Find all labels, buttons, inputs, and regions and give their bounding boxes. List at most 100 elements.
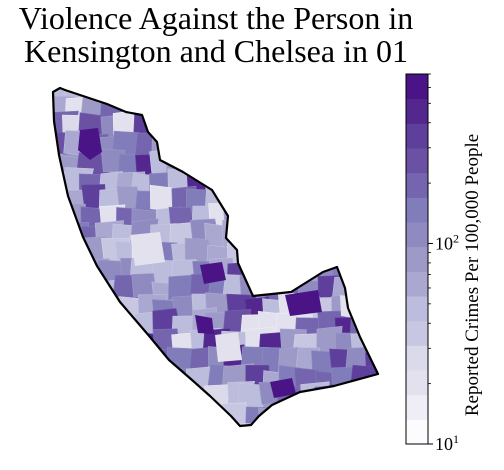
ward-cell: [155, 401, 182, 426]
ward-cell: [276, 93, 304, 122]
ward-cell: [368, 153, 378, 181]
choropleth-map: [51, 86, 380, 428]
ward-cell: [261, 88, 287, 102]
ward-cell: [366, 277, 378, 305]
ward-cell: [57, 280, 82, 311]
colorbar-segment: [406, 222, 428, 248]
ward-cell: [65, 310, 91, 336]
ward-cell: [367, 406, 378, 426]
ward-cell: [62, 243, 89, 269]
ward-cell: [119, 388, 144, 413]
ward-cell: [132, 387, 164, 412]
ward-cell: [333, 204, 358, 231]
ward-cell-high: [195, 315, 214, 334]
ward-cell: [353, 424, 378, 426]
ward-cell: [53, 330, 69, 358]
ward-cell: [170, 95, 197, 126]
ward-cell: [131, 421, 160, 426]
ward-cell: [206, 88, 232, 107]
ward-cell: [294, 421, 322, 426]
ward-cell: [225, 185, 250, 212]
ward-cell: [365, 184, 378, 214]
ward-cell: [134, 363, 158, 392]
ward-cell: [367, 88, 378, 103]
ward-cell: [334, 133, 360, 158]
ward-cell: [53, 242, 70, 276]
ward-cell: [208, 152, 234, 183]
ward-cell: [317, 217, 342, 250]
ward-cell: [279, 88, 311, 106]
ward-cell: [236, 88, 264, 103]
colorbar-segment: [406, 74, 428, 100]
ward-cell: [333, 238, 361, 266]
ward-cell: [205, 118, 235, 146]
ward-cell: [97, 423, 130, 426]
ward-cell: [367, 220, 378, 247]
ward-cell: [260, 222, 291, 251]
colorbar: 101 102: [405, 73, 459, 454]
ward-cell: [367, 387, 378, 413]
ward-cell: [154, 384, 181, 408]
ward-cell: [53, 203, 68, 233]
ward-cell: [171, 421, 198, 426]
ward-cell: [296, 402, 325, 426]
colorbar-segment: [406, 320, 428, 346]
ward-cell: [208, 133, 235, 160]
ward-cell: [300, 381, 330, 408]
ward-cell: [317, 419, 343, 426]
ward-cell: [368, 368, 378, 395]
ward-cell: [81, 383, 109, 410]
ward-cell: [349, 404, 378, 426]
ward-cell: [63, 258, 96, 289]
ward-cell: [170, 404, 202, 426]
ward-cell: [242, 137, 273, 164]
ward-cell: [353, 387, 378, 420]
ward-cell: [83, 398, 110, 426]
ward-cell: [241, 167, 268, 197]
ward-cell: [298, 221, 322, 248]
colorbar-segment: [406, 246, 428, 272]
ward-cell: [316, 402, 341, 426]
ward-cell: [79, 313, 107, 338]
ward-cell: [257, 116, 286, 145]
ward-cell: [221, 129, 250, 155]
ward-cell: [168, 116, 192, 145]
ward-cell: [154, 111, 179, 139]
ward-cell: [332, 184, 361, 215]
ward-cell: [330, 99, 358, 127]
ward-cell: [315, 119, 344, 145]
ward-cell: [297, 117, 327, 147]
ward-cell: [278, 242, 307, 271]
ward-cell: [259, 164, 286, 196]
ward-cell: [365, 262, 378, 290]
ward-cell: [156, 417, 182, 426]
ward-cell: [350, 277, 376, 307]
ward-cell: [53, 292, 73, 319]
ward-cell: [295, 95, 325, 122]
ward-cell: [239, 152, 266, 182]
ward-cell: [335, 112, 361, 141]
ward-cell: [95, 316, 125, 342]
ward-cell: [257, 183, 288, 211]
ward-cell: [329, 384, 361, 408]
ward-cell: [222, 113, 249, 139]
ward-cell: [276, 204, 305, 237]
ward-cell-high: [285, 290, 322, 316]
ward-cell: [244, 223, 266, 258]
colorbar-segment: [406, 172, 428, 198]
ward-cell: [97, 389, 127, 417]
ward-cell: [346, 110, 377, 140]
ward-cell-high: [270, 378, 296, 398]
ward-cell: [61, 325, 92, 355]
ward-cell: [314, 88, 346, 109]
ward-cell: [57, 418, 88, 426]
ward-cell: [188, 422, 215, 426]
ward-cell: [259, 422, 287, 426]
ward-cell: [314, 187, 340, 217]
colorbar-segment: [406, 345, 428, 371]
colorbar-segment: [406, 148, 428, 174]
ward-cell: [259, 262, 289, 287]
ward-cell: [238, 422, 262, 426]
ward-cell: [351, 167, 378, 194]
